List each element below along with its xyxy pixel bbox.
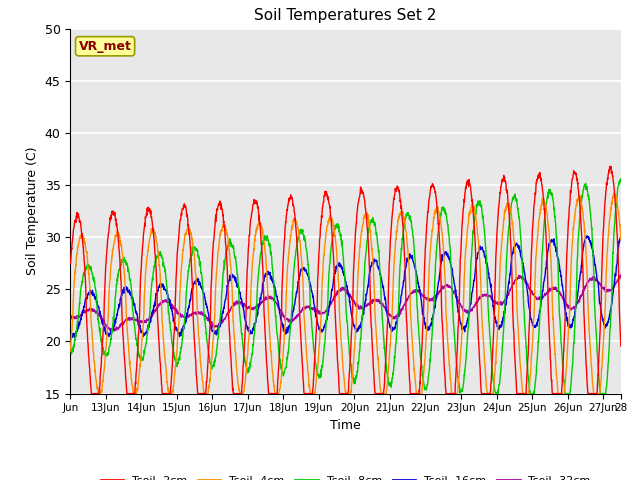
- Tsoil -4cm: [500, 216, 508, 222]
- Tsoil -16cm: [335, 263, 342, 269]
- Tsoil -8cm: [601, 391, 609, 396]
- Tsoil -2cm: [88, 391, 95, 396]
- Tsoil -32cm: [108, 328, 116, 334]
- Line: Tsoil -16cm: Tsoil -16cm: [70, 236, 621, 337]
- Tsoil -2cm: [335, 369, 342, 375]
- Tsoil -16cm: [500, 310, 508, 316]
- Tsoil -32cm: [335, 290, 342, 296]
- Tsoil -8cm: [601, 391, 609, 396]
- Tsoil -32cm: [500, 299, 508, 304]
- Tsoil -32cm: [601, 287, 609, 292]
- Tsoil -4cm: [617, 237, 625, 242]
- Tsoil -8cm: [617, 176, 625, 182]
- Tsoil -4cm: [601, 307, 609, 312]
- Tsoil -4cm: [320, 252, 328, 258]
- Tsoil -4cm: [67, 348, 74, 354]
- Tsoil -32cm: [67, 313, 74, 319]
- Tsoil -8cm: [319, 355, 327, 361]
- Tsoil -2cm: [320, 199, 328, 205]
- Tsoil -8cm: [95, 320, 102, 326]
- Legend: Tsoil -2cm, Tsoil -4cm, Tsoil -8cm, Tsoil -16cm, Tsoil -32cm: Tsoil -2cm, Tsoil -4cm, Tsoil -8cm, Tsoi…: [96, 471, 595, 480]
- Tsoil -4cm: [95, 390, 102, 396]
- Tsoil -8cm: [492, 391, 499, 396]
- Tsoil -2cm: [606, 163, 614, 169]
- Y-axis label: Soil Temperature (C): Soil Temperature (C): [26, 147, 39, 276]
- Line: Tsoil -32cm: Tsoil -32cm: [70, 275, 621, 331]
- Tsoil -4cm: [610, 190, 618, 196]
- Text: VR_met: VR_met: [79, 40, 132, 53]
- Tsoil -16cm: [70, 335, 78, 340]
- Tsoil -32cm: [601, 288, 609, 293]
- Line: Tsoil -4cm: Tsoil -4cm: [70, 193, 621, 394]
- Tsoil -16cm: [601, 323, 609, 328]
- Tsoil -2cm: [500, 174, 508, 180]
- Line: Tsoil -2cm: Tsoil -2cm: [70, 166, 621, 394]
- Tsoil -2cm: [67, 261, 74, 266]
- Tsoil -4cm: [335, 276, 342, 282]
- Tsoil -32cm: [95, 310, 102, 316]
- Tsoil -16cm: [67, 328, 74, 334]
- Tsoil -16cm: [320, 325, 328, 331]
- Tsoil -8cm: [334, 223, 342, 229]
- Tsoil -8cm: [67, 348, 74, 354]
- Tsoil -16cm: [95, 304, 102, 310]
- Tsoil -2cm: [95, 391, 102, 396]
- Line: Tsoil -8cm: Tsoil -8cm: [70, 179, 621, 394]
- Tsoil -4cm: [601, 314, 609, 320]
- Tsoil -32cm: [617, 272, 625, 277]
- Tsoil -8cm: [617, 176, 625, 182]
- Tsoil -8cm: [500, 317, 508, 323]
- Tsoil -2cm: [601, 198, 609, 204]
- Tsoil -4cm: [95, 391, 102, 396]
- Tsoil -16cm: [601, 323, 609, 329]
- X-axis label: Time: Time: [330, 419, 361, 432]
- Tsoil -2cm: [601, 201, 609, 207]
- Tsoil -32cm: [320, 310, 328, 315]
- Title: Soil Temperatures Set 2: Soil Temperatures Set 2: [255, 9, 436, 24]
- Tsoil -16cm: [617, 233, 625, 239]
- Tsoil -2cm: [617, 343, 625, 349]
